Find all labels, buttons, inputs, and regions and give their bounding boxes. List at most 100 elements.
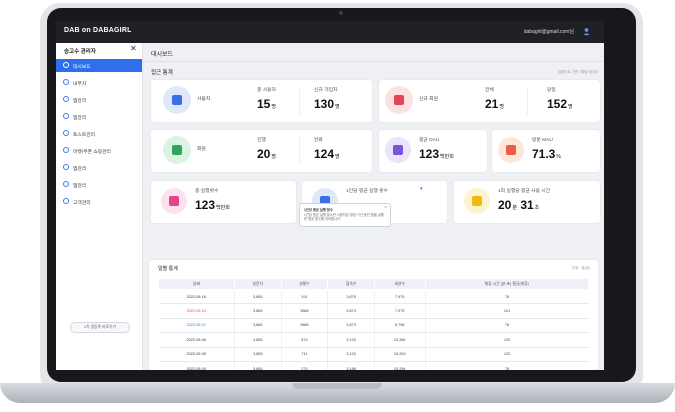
laptop-base <box>0 383 675 403</box>
value-unit: 명 <box>499 104 504 110</box>
date-cell: 2022-09-06 <box>158 332 235 348</box>
card-label: 회원 <box>197 147 206 152</box>
sidebar-item-app[interactable]: 앱관리 <box>56 93 142 106</box>
metric-value: 123백만회 <box>195 198 230 212</box>
sidebar-item-label: 앱관리 <box>73 167 87 172</box>
table-row: 2022-09-07 3,865 3866 3,873 8,796 78 <box>158 318 589 334</box>
table-cell: 3,103 <box>327 332 375 348</box>
table-cell: 3,865 <box>233 332 282 348</box>
table-row: 2022-09-04 3,865 274 3,186 15,294 78 <box>158 361 589 370</box>
stat-card-total-runs: 총 실행횟수 123백만회 <box>151 181 296 223</box>
column-header: 체류 시간 (분:초) 평균(체류) <box>424 278 590 290</box>
mau-icon <box>498 137 524 163</box>
sidebar-item-label: 앱관리 <box>73 184 87 189</box>
divider <box>299 137 300 165</box>
metric-label: 총 실행횟수 <box>195 189 219 194</box>
sidebar-item-shop[interactable]: 마켓/쿠폰 쇼핑관리 <box>56 144 142 157</box>
value-unit: 명 <box>568 104 573 110</box>
table-cell: 874 <box>280 332 328 348</box>
sidebar-item-customers[interactable]: 고객관리 <box>56 195 142 208</box>
table-cell: 3,865 <box>233 361 282 370</box>
app-logo[interactable]: DAB on DABAGIRL <box>64 27 132 34</box>
table-unit: 단위 : 명(회) <box>571 266 590 270</box>
user-menu-icon[interactable] <box>582 27 591 36</box>
value-unit: 명 <box>271 104 276 110</box>
metric-label: 당일 <box>547 88 556 93</box>
metric-label: 전체 <box>485 88 494 93</box>
user-email[interactable]: dabagirl@gmail.com님 <box>523 29 574 35</box>
metric-value: 152명 <box>547 97 573 111</box>
sidebar-item-users[interactable]: 내부자 <box>56 76 142 89</box>
card-label: 신규 회원 <box>419 97 438 102</box>
sidebar-item-app-4[interactable]: 앱관리 <box>56 178 142 191</box>
new-member-icon <box>385 86 413 114</box>
member-icon <box>163 136 191 164</box>
tooltip-title: 1인당 평균 실행 횟수 <box>304 208 333 212</box>
date-cell: 2022-09-05 <box>158 347 235 362</box>
sidebar-item-toast[interactable]: 토스트관리 <box>56 127 142 140</box>
value-number: 123 <box>419 147 440 161</box>
app-register-button[interactable]: 1차 앱등록 바로가기 <box>70 322 130 333</box>
table-cell: 120 <box>424 332 589 348</box>
sidebar-item-label: 고객관리 <box>73 201 91 206</box>
table-cell: 101 <box>424 303 589 319</box>
daily-stats-table: 날짜 방문자 실행수 접속수 세션수 체류 시간 (분:초) 평균(체류) 20… <box>158 278 590 370</box>
table-cell: 15,294 <box>373 361 426 370</box>
camera-icon <box>339 11 343 15</box>
main-content: 대시보드 접근 통계 업데이트 기준 / 월별 데이터 사용자 총 사용자 15… <box>143 43 604 370</box>
value-unit-2: 초 <box>534 205 540 211</box>
table-cell: 7,975 <box>373 303 426 319</box>
table-title: 일별 통계 <box>158 266 178 272</box>
sidebar: 승고수 관리자 ✕ 대시보드 내부자 앱관리 앱관리 토스트관리 마켓/쿠폰 쇼… <box>56 43 143 370</box>
metric-value: 15명 <box>257 97 276 111</box>
metric-label: 1회 실행당 평균 사용 시간 <box>498 189 551 194</box>
card-label: 사용자 <box>197 97 211 102</box>
value-number: 130 <box>314 97 335 111</box>
table-cell: 3,186 <box>327 361 375 370</box>
chevron-down-icon[interactable]: ▾ <box>420 186 423 192</box>
customer-icon <box>63 198 69 204</box>
date-cell: 2022-09-07 <box>158 318 235 334</box>
table-header-row: 날짜 방문자 실행수 접속수 세션수 체류 시간 (분:초) 평균(체류) <box>158 278 590 290</box>
sidebar-item-label: 대시보드 <box>73 65 91 70</box>
laptop-notch <box>292 383 382 389</box>
value-unit: 명 <box>335 104 340 110</box>
table-cell: 15,263 <box>373 347 426 362</box>
value-unit: 백만회 <box>216 205 230 211</box>
value-number: 20 <box>498 198 512 212</box>
table-cell: 191 <box>280 289 328 305</box>
table-cell: 3866 <box>280 303 328 319</box>
metric-label: 총 사용자 <box>257 88 276 93</box>
table-cell: 3,865 <box>233 347 282 362</box>
app-icon <box>63 164 69 170</box>
sidebar-close-icon[interactable]: ✕ <box>130 44 137 53</box>
table-row: 2022-09-05 3,865 711 3,103 15,263 120 <box>158 347 589 362</box>
divider <box>299 87 300 115</box>
sidebar-item-label: 앱관리 <box>73 116 87 121</box>
tooltip-body: 1인당 평균 실행 횟수란 사용자당 일정 기간 동안 앱을 실행한 평균 횟수… <box>304 213 384 221</box>
sidebar-item-label: 내부자 <box>73 82 87 87</box>
section-note: 업데이트 기준 / 월별 데이터 <box>557 70 598 74</box>
metric-label: 방문 MAU <box>532 138 553 143</box>
time-icon <box>464 188 490 214</box>
divider <box>143 61 604 62</box>
sidebar-title: 승고수 관리자 <box>64 49 96 55</box>
table-cell: 3,103 <box>327 347 375 362</box>
table-cell: 274 <box>280 361 328 370</box>
runs-icon <box>161 188 187 214</box>
value-number: 123 <box>195 198 216 212</box>
metric-label: 완료 <box>314 138 323 143</box>
column-header: 실행수 <box>280 278 329 290</box>
section-title: 접근 통계 <box>151 70 173 76</box>
close-icon[interactable]: × <box>384 205 387 211</box>
metric-value: 20분 31초 <box>498 198 539 212</box>
app-icon <box>63 96 69 102</box>
sidebar-item-app-2[interactable]: 앱관리 <box>56 110 142 123</box>
value-unit: 백만회 <box>440 154 454 160</box>
sidebar-item-app-3[interactable]: 앱관리 <box>56 161 142 174</box>
stat-card-mau: 방문 MAU 71.3% <box>492 130 600 172</box>
stat-card-members: 회원 진행 20명 완료 124명 <box>151 130 372 172</box>
sidebar-item-label: 토스트관리 <box>73 133 96 138</box>
metric-label: 평균 DAU <box>419 138 440 143</box>
sidebar-item-dashboard[interactable]: 대시보드 <box>56 59 142 72</box>
